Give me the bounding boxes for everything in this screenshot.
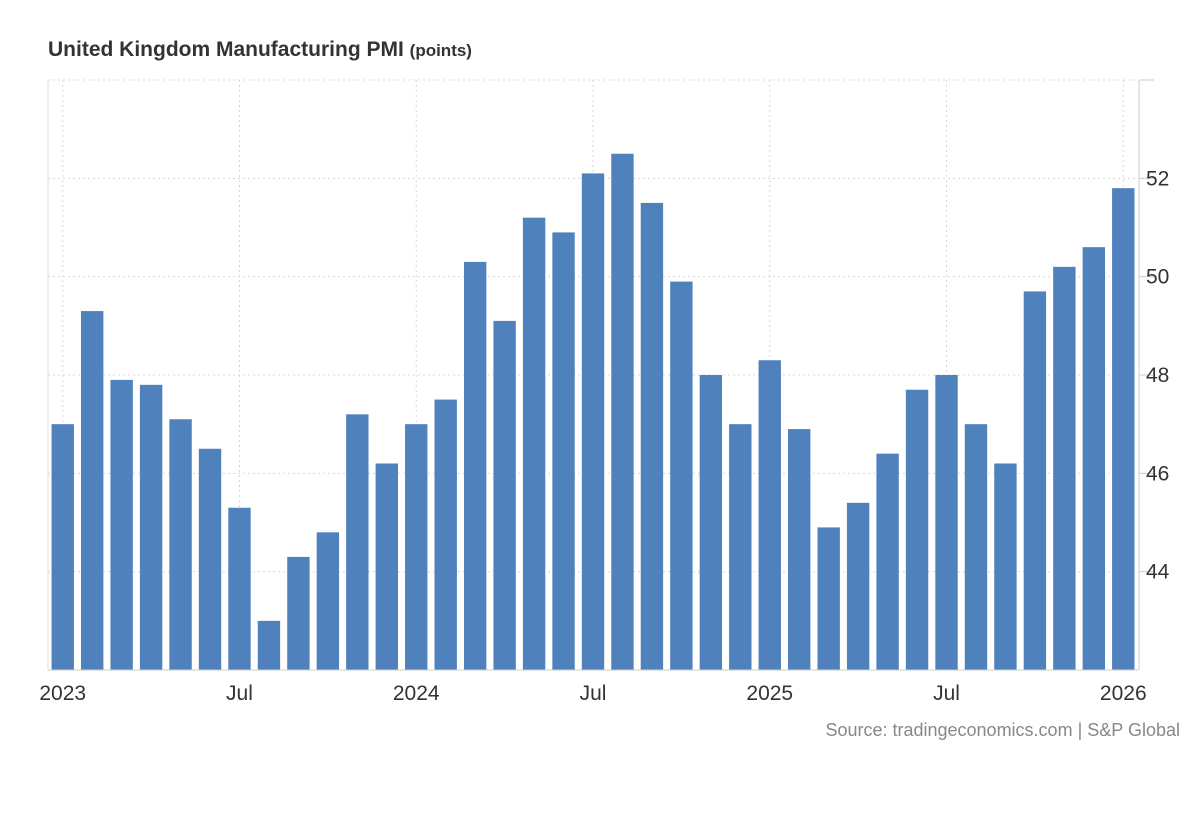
source-provider: S&P Global xyxy=(1087,720,1180,740)
bar-aug-2024[interactable] xyxy=(611,153,634,670)
bar-dec-2025[interactable] xyxy=(1082,247,1106,671)
bar-sep-2025[interactable] xyxy=(994,463,1017,671)
bar-may-2025[interactable] xyxy=(876,453,899,670)
bar-jan-2026[interactable] xyxy=(1112,188,1135,671)
chart-title-text: United Kingdom Manufacturing PMI xyxy=(48,38,404,61)
x-tick-label-2023-0: 2023 xyxy=(39,682,86,705)
bar-sep-2024[interactable] xyxy=(640,202,664,671)
y-tick-label-50: 50 xyxy=(1146,266,1169,289)
x-tick-label-2026-36: 2026 xyxy=(1100,682,1147,705)
bar-mar-2025[interactable] xyxy=(817,527,840,670)
bar-sep-2023[interactable] xyxy=(287,556,310,670)
source-separator: | xyxy=(1072,720,1088,740)
bar-jun-2025[interactable] xyxy=(905,389,929,670)
bar-aug-2025[interactable] xyxy=(964,424,988,670)
bar-oct-2025[interactable] xyxy=(1023,291,1047,670)
bar-mar-2023[interactable] xyxy=(110,379,133,670)
bar-feb-2024[interactable] xyxy=(434,399,457,670)
chart-title: United Kingdom Manufacturing PMI (points… xyxy=(48,38,472,62)
bar-oct-2024[interactable] xyxy=(670,281,693,670)
x-tick-label-2025-24: 2025 xyxy=(746,682,793,705)
bar-aug-2023[interactable] xyxy=(257,620,281,670)
bar-feb-2023[interactable] xyxy=(80,311,104,670)
x-tick-label-jul-18: Jul xyxy=(580,682,607,705)
bar-jun-2024[interactable] xyxy=(552,232,575,671)
bar-feb-2025[interactable] xyxy=(788,429,811,670)
bar-apr-2024[interactable] xyxy=(493,320,516,670)
y-tick-label-48: 48 xyxy=(1146,364,1169,387)
source-attribution: Source: tradingeconomics.com | S&P Globa… xyxy=(825,720,1180,741)
y-tick-label-46: 46 xyxy=(1146,462,1169,485)
bar-jul-2025[interactable] xyxy=(935,375,958,670)
bar-jan-2025[interactable] xyxy=(758,360,781,670)
source-prefix: Source: xyxy=(825,720,893,740)
bar-nov-2025[interactable] xyxy=(1053,266,1076,670)
bar-apr-2025[interactable] xyxy=(846,502,870,670)
bar-nov-2024[interactable] xyxy=(699,375,723,670)
bar-nov-2023[interactable] xyxy=(346,414,369,670)
y-tick-label-44: 44 xyxy=(1146,561,1170,584)
bar-may-2024[interactable] xyxy=(522,217,546,671)
x-tick-label-2024-12: 2024 xyxy=(393,682,440,705)
bar-mar-2024[interactable] xyxy=(463,261,487,670)
source-site[interactable]: tradingeconomics.com xyxy=(892,720,1073,740)
bar-may-2023[interactable] xyxy=(169,419,192,670)
bar-oct-2023[interactable] xyxy=(316,532,340,670)
bar-dec-2023[interactable] xyxy=(375,463,398,671)
x-tick-label-jul-6: Jul xyxy=(226,682,253,705)
chart-title-unit: (points) xyxy=(409,41,472,60)
bar-dec-2024[interactable] xyxy=(729,424,752,670)
x-tick-label-jul-30: Jul xyxy=(933,682,960,705)
bar-jun-2023[interactable] xyxy=(198,448,222,670)
bar-jan-2024[interactable] xyxy=(405,424,428,670)
bar-jul-2023[interactable] xyxy=(228,507,251,670)
bar-jul-2024[interactable] xyxy=(581,173,605,671)
y-tick-label-52: 52 xyxy=(1146,167,1169,190)
bar-jan-2023[interactable] xyxy=(51,424,74,670)
bar-apr-2023[interactable] xyxy=(139,384,163,670)
